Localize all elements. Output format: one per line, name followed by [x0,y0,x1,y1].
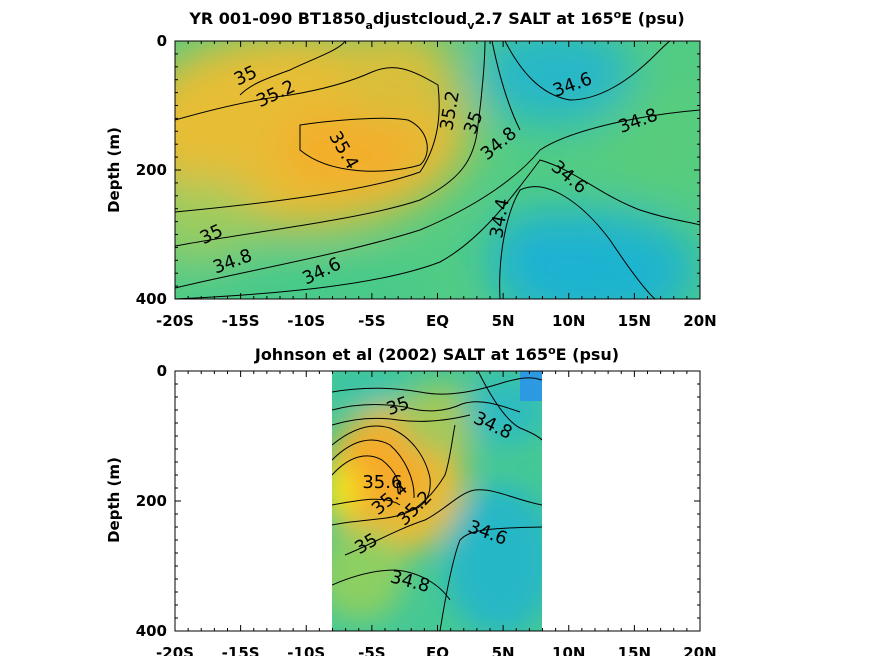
bottom-y-tick-labels: 0 200 400 [136,362,167,640]
contour-35 [175,41,486,247]
b-contour-35-4 [332,439,415,499]
bottom-salinity-field [332,371,542,631]
x-tick-label: -5S [358,312,385,330]
b-contour-35-mid [332,498,401,506]
b-contour-34-6-e [477,371,542,441]
contour-34-6 [175,159,700,299]
top-y-tick-labels: 0 200 400 [136,32,167,308]
contour-35-2 [175,67,440,213]
contour-34-4 [499,186,656,299]
y-tick-label: 400 [136,622,167,640]
contour-34-8 [175,109,700,289]
top-x-tick-labels: -20S -15S -10S -5S EQ 5N 10N 15N 20N [156,312,717,330]
top-salinity-field [175,41,700,299]
contour-35-n [239,41,346,96]
b-contour-34-8-low [332,569,451,601]
x-tick-label: -20S [156,644,194,656]
top-title: YR 001-090 BT1850adjustcloudv2.7 SALT at… [188,8,684,32]
b-contour-35-6 [332,455,401,496]
contour-35-4 [299,117,428,172]
top-panel: YR 001-090 BT1850adjustcloudv2.7 SALT at… [105,8,717,330]
bottom-y-axis-label: Depth (m) [105,457,123,543]
bottom-title: Johnson et al (2002) SALT at 165oE (psu) [254,344,619,364]
x-tick-label: 20N [683,312,716,330]
top-ticks [174,40,701,300]
bottom-contours [332,371,542,631]
x-tick-label: 15N [618,644,651,656]
x-tick-label: -5S [358,644,385,656]
b-contour-34-6 [439,526,542,631]
x-tick-label: 5N [492,644,515,656]
x-tick-label: 10N [552,312,585,330]
x-tick-label: 15N [618,312,651,330]
y-tick-label: 0 [157,362,167,380]
x-tick-label: 10N [552,644,585,656]
y-tick-label: 0 [157,32,167,50]
x-tick-label: -15S [222,312,260,330]
contour-label: 35.6 [362,472,402,493]
contour-34-6-ne [504,41,671,101]
top-y-axis-label: Depth (m) [105,127,123,213]
x-tick-label: -15S [222,644,260,656]
x-tick-label: EQ [426,312,449,330]
b-contour-35 [332,424,456,526]
x-tick-label: EQ [426,644,449,656]
y-tick-label: 400 [136,290,167,308]
bottom-x-tick-labels: -20S -15S -10S -5S EQ 5N 10N 15N 20N [156,644,717,656]
b-contour-34-8-top [332,377,542,395]
b-contour-35-a [332,401,521,413]
contour-34-8-b [491,41,521,131]
bottom-panel: Johnson et al (2002) SALT at 165oE (psu) [105,344,717,656]
y-tick-label: 200 [136,492,167,510]
x-tick-label: -20S [156,312,194,330]
x-tick-label: -10S [287,644,325,656]
b-contour-35-b [332,414,471,426]
top-contours [175,41,700,299]
x-tick-label: -10S [287,312,325,330]
x-tick-label: 20N [683,644,716,656]
x-tick-label: 5N [492,312,515,330]
b-contour-34-8 [344,489,542,556]
bottom-ticks [174,370,701,632]
y-tick-label: 200 [136,161,167,179]
